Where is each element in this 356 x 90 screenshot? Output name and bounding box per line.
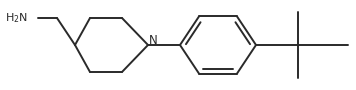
Text: N: N [148,34,157,48]
Text: H$_2$N: H$_2$N [5,11,28,25]
